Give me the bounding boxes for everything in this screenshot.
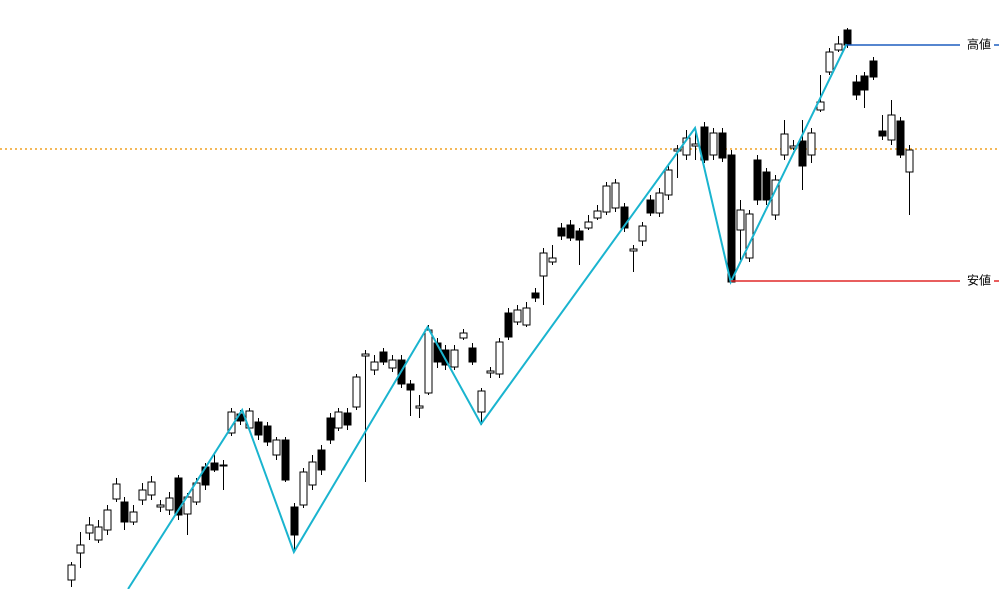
candle-body bbox=[504, 312, 513, 338]
candle-body bbox=[165, 497, 174, 511]
zigzag-line bbox=[127, 43, 848, 589]
candle-body bbox=[780, 133, 789, 156]
candle-body bbox=[905, 149, 914, 173]
candle-body bbox=[611, 182, 620, 209]
candle-body bbox=[655, 192, 664, 214]
candle-body bbox=[67, 564, 76, 581]
candle-body bbox=[531, 292, 540, 299]
candle-body bbox=[646, 199, 655, 214]
candle-body bbox=[138, 489, 147, 501]
candle-body bbox=[548, 257, 557, 263]
candle-body bbox=[317, 449, 326, 471]
candle-body bbox=[584, 221, 593, 229]
candle-body bbox=[869, 60, 878, 78]
low-line-label: 安値 bbox=[967, 273, 991, 288]
candle-body bbox=[629, 248, 638, 252]
candle-body bbox=[566, 224, 575, 239]
candle-body bbox=[700, 126, 709, 161]
candle-body bbox=[299, 471, 308, 506]
candle-body bbox=[281, 439, 290, 481]
candle-body bbox=[85, 524, 94, 534]
candle-body bbox=[575, 230, 584, 241]
candle-body bbox=[620, 206, 629, 229]
candle-body bbox=[103, 509, 112, 531]
candle-body bbox=[539, 252, 548, 277]
candle-body bbox=[326, 417, 335, 441]
candle-body bbox=[94, 526, 103, 541]
candle-body bbox=[388, 359, 397, 369]
candle-body bbox=[334, 411, 343, 429]
candle-body bbox=[682, 137, 691, 156]
candle-body bbox=[557, 227, 566, 237]
candle-body bbox=[745, 213, 754, 259]
candle-body bbox=[825, 51, 834, 73]
candle-body bbox=[263, 425, 272, 443]
candle-body bbox=[219, 464, 228, 467]
candle-body bbox=[361, 353, 370, 357]
candle-body bbox=[174, 477, 183, 516]
candle-body bbox=[602, 185, 611, 213]
candle-body bbox=[352, 376, 361, 408]
candle-body bbox=[664, 169, 673, 196]
candle-body bbox=[370, 361, 379, 371]
candle-body bbox=[272, 439, 281, 456]
candle-body bbox=[129, 511, 138, 523]
candle-body bbox=[343, 412, 352, 426]
candle-body bbox=[76, 544, 85, 554]
candle-body bbox=[379, 351, 388, 363]
candle-body bbox=[120, 501, 129, 523]
candle-body bbox=[709, 132, 718, 156]
candle-body bbox=[522, 307, 531, 326]
candle-body bbox=[727, 154, 736, 283]
candle-body bbox=[495, 341, 504, 375]
candle-body bbox=[459, 332, 468, 339]
candle-body bbox=[450, 349, 459, 368]
candle-body bbox=[736, 209, 745, 231]
candle-body bbox=[415, 405, 424, 409]
candle-body bbox=[290, 506, 299, 536]
candle-body bbox=[254, 421, 263, 436]
candle-body bbox=[843, 29, 852, 46]
candle-body bbox=[807, 132, 816, 156]
candle-body bbox=[896, 120, 905, 156]
candle-body bbox=[468, 347, 477, 363]
candle-body bbox=[852, 81, 861, 96]
candle-body bbox=[513, 309, 522, 323]
candle-body bbox=[887, 114, 896, 141]
candle-body bbox=[638, 225, 647, 242]
candle-body bbox=[718, 132, 727, 159]
candle-body bbox=[798, 140, 807, 167]
candle-body bbox=[860, 75, 869, 91]
candle-body bbox=[112, 483, 121, 500]
candle-body bbox=[406, 383, 415, 391]
candle-body bbox=[486, 370, 495, 374]
candle-body bbox=[147, 481, 156, 496]
candle-body bbox=[593, 210, 602, 219]
candle-body bbox=[308, 461, 317, 486]
candle-body bbox=[477, 390, 486, 413]
high-line-label: 高値 bbox=[967, 37, 991, 52]
candle-body bbox=[834, 43, 843, 51]
candle-body bbox=[424, 329, 433, 394]
candle-body bbox=[878, 130, 887, 137]
candle-body bbox=[762, 171, 771, 201]
candle-body bbox=[753, 159, 762, 201]
candle-body bbox=[210, 462, 219, 471]
candle-body bbox=[156, 504, 165, 508]
